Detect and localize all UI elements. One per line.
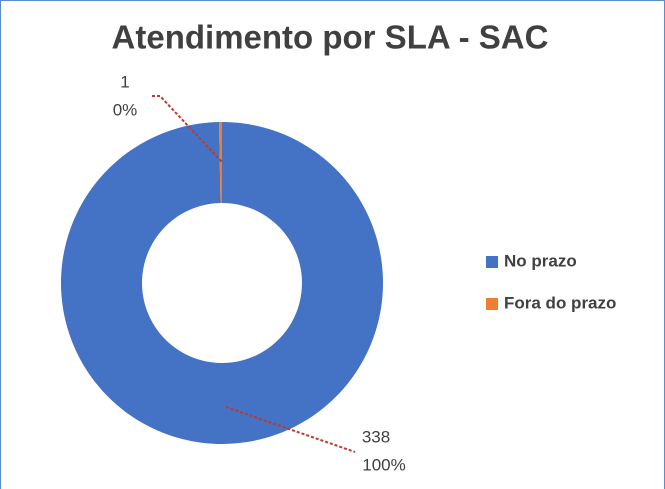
data-label: 0% [113, 100, 138, 119]
legend-label: No prazo [504, 251, 577, 270]
chart-title: Atendimento por SLA - SAC [112, 19, 549, 56]
donut-slice [61, 122, 384, 444]
donut-slice [219, 122, 222, 204]
legend-swatch [486, 256, 498, 268]
data-label: 100% [362, 455, 405, 474]
data-label: 338 [362, 427, 390, 446]
legend-label: Fora do prazo [504, 293, 616, 312]
leader-line [225, 406, 356, 453]
data-label: 1 [120, 72, 129, 91]
legend-swatch [486, 298, 498, 310]
leader-line [152, 95, 223, 163]
